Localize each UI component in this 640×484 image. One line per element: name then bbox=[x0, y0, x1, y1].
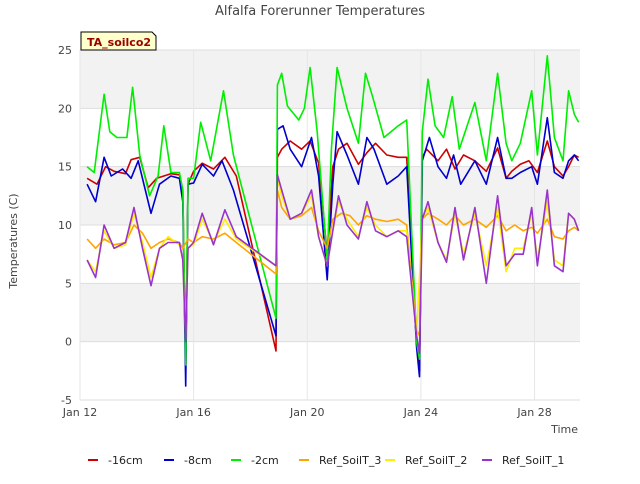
x-tick-label: Jan 12 bbox=[62, 406, 97, 419]
legend-label: -2cm bbox=[251, 454, 279, 467]
legend-label: -8cm bbox=[184, 454, 212, 467]
series-line bbox=[86, 116, 580, 387]
y-tick-label: -5 bbox=[61, 394, 72, 407]
x-tick-label: Jan 24 bbox=[403, 406, 438, 419]
x-tick-label: Jan 16 bbox=[175, 406, 210, 419]
plot-band bbox=[80, 283, 580, 342]
y-tick-label: 0 bbox=[65, 336, 72, 349]
y-tick-label: 20 bbox=[58, 102, 72, 115]
y-tick-label: 10 bbox=[58, 219, 72, 232]
series-lines bbox=[86, 54, 580, 387]
plot-band bbox=[80, 50, 580, 109]
legend: -16cm -8cm -2cm Ref_SoilT_3 Ref_SoilT_2 Ref_S… bbox=[88, 454, 564, 467]
y-axis-label: Temperatures (C) bbox=[7, 193, 20, 289]
y-tick-label: 25 bbox=[58, 44, 72, 57]
x-tick-label: Jan 20 bbox=[289, 406, 324, 419]
legend-label: Ref_SoilT_2 bbox=[405, 454, 467, 467]
legend-label: -16cm bbox=[108, 454, 143, 467]
chart-title: Alfalfa Forerunner Temperatures bbox=[215, 4, 425, 19]
x-axis-ticks: Jan 12 Jan 16 Jan 20 Jan 24 Jan 28 bbox=[62, 406, 552, 419]
annotation-label: TA_soilco2 bbox=[87, 36, 151, 49]
legend-label: Ref_SoilT_3 bbox=[319, 454, 381, 467]
annotation-box: TA_soilco2 bbox=[80, 31, 157, 51]
y-axis-ticks: -5 0 5 10 15 20 25 bbox=[58, 44, 72, 407]
series-line bbox=[86, 177, 580, 337]
legend-label: Ref_SoilT_1 bbox=[502, 454, 564, 467]
y-tick-label: 15 bbox=[58, 161, 72, 174]
x-axis-label: Time bbox=[550, 423, 578, 436]
series-line bbox=[86, 174, 580, 355]
x-tick-label: Jan 28 bbox=[516, 406, 551, 419]
y-tick-label: 5 bbox=[65, 277, 72, 290]
series-line bbox=[86, 54, 580, 366]
